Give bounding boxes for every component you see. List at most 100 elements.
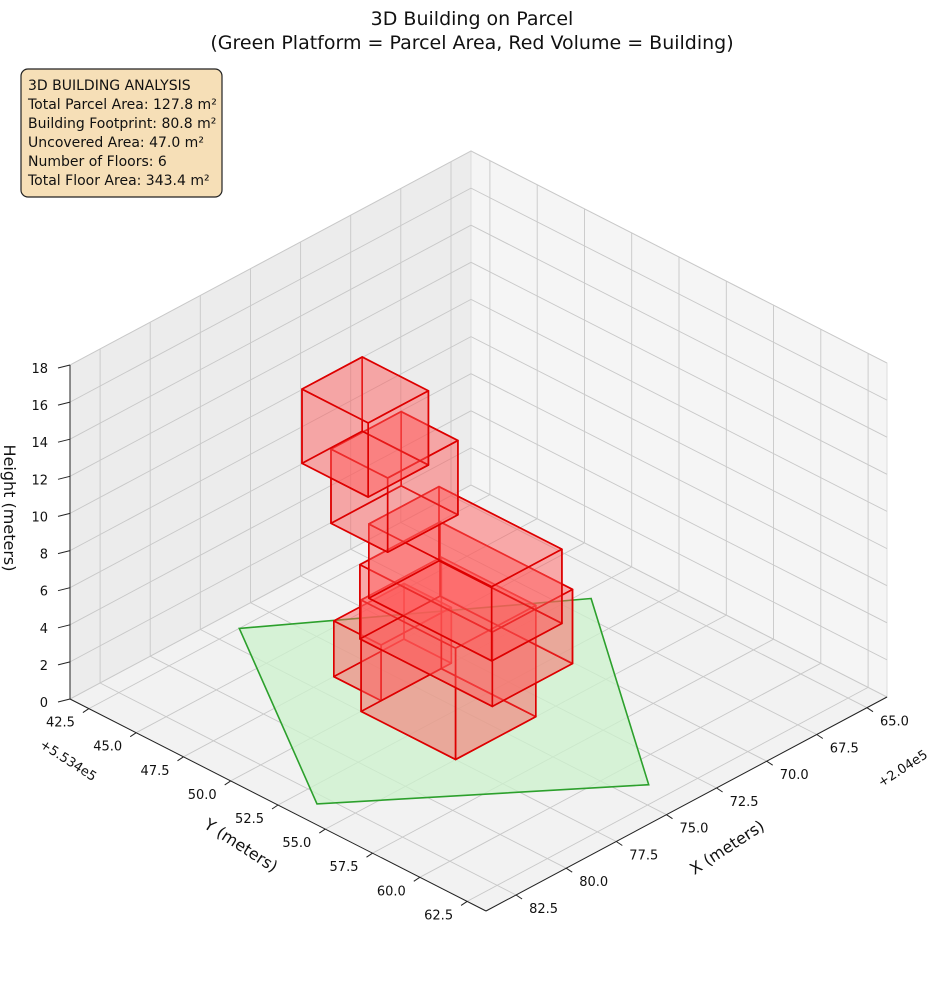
z-grid-line (69, 187, 472, 403)
info-box-line: Uncovered Area: 47.0 m² (28, 135, 204, 151)
x-tick-label: 67.5 (830, 742, 859, 757)
z-tick-label: 16 (31, 399, 48, 414)
z-grid-line (470, 447, 888, 661)
z-grid-line (69, 224, 472, 440)
z-tick-label: 8 (40, 548, 48, 563)
z-grid-line (470, 373, 888, 587)
building-face (359, 521, 574, 633)
info-box-line: Total Parcel Area: 127.8 m² (27, 97, 217, 113)
z-tick-mark (57, 698, 71, 703)
y-tick-label: 55.0 (282, 836, 311, 851)
info-box: 3D BUILDING ANALYSIS Total Parcel Area: … (20, 68, 223, 198)
z-grid-line (69, 410, 472, 626)
x-tick-label: 72.5 (730, 795, 759, 810)
z-tick-label: 4 (40, 622, 48, 637)
y-tick-mark (177, 756, 184, 762)
z-grid-line (470, 150, 888, 364)
z-tick-mark (57, 512, 71, 517)
y-grid-line (466, 687, 869, 902)
x-axis-line (485, 696, 888, 912)
x-tick-mark (716, 787, 723, 793)
z-grid-line (470, 298, 888, 512)
x-tick-label: 80.0 (579, 875, 608, 890)
z-tick-label: 0 (40, 696, 48, 711)
y-tick-label: 62.5 (424, 908, 453, 923)
y-tick-label: 45.0 (93, 740, 122, 755)
plot-shapes (238, 356, 650, 805)
z-grid-line (470, 224, 888, 438)
chart-title-line-1: 3D Building on Parcel (371, 8, 574, 30)
z-grid-line (470, 187, 888, 401)
x-tick-mark (766, 760, 773, 766)
x-tick-label: 65.0 (880, 715, 909, 730)
x-tick-mark (565, 867, 573, 873)
info-box-line: Number of Floors: 6 (28, 154, 167, 170)
x-tick-mark (515, 894, 523, 900)
chart-title-line-2: (Green Platform = Parcel Area, Red Volum… (210, 32, 733, 54)
info-box-line: Building Footprint: 80.8 m² (28, 116, 216, 132)
y-tick-mark (224, 780, 231, 786)
z-tick-label: 18 (31, 362, 48, 377)
x-tick-mark (816, 734, 824, 739)
y-tick-mark (82, 708, 90, 714)
x-tick-label: 82.5 (529, 902, 558, 917)
tick-labels: 65.0 67.5 70.0 72.5 75.0 77.5 80.0 82.5 42.5 45.0… (31, 362, 909, 923)
x-tick-label: 75.0 (680, 822, 709, 837)
z-grid-line (470, 410, 888, 624)
y-offset-label: +5.534e5 (37, 737, 99, 785)
z-grid-line (69, 336, 472, 551)
x-tick-mark (866, 707, 874, 713)
y-tick-label: 50.0 (188, 788, 217, 803)
z-grid-line (470, 484, 888, 698)
z-grid-line (69, 373, 472, 589)
y-tick-label: 42.5 (46, 716, 75, 731)
x-tick-label: 77.5 (629, 849, 658, 864)
z-tick-mark (57, 661, 71, 666)
y-tick-label: 60.0 (377, 884, 406, 899)
z-tick-label: 2 (40, 659, 48, 674)
building-block (359, 521, 574, 708)
z-tick-label: 10 (31, 510, 48, 525)
y-tick-mark (271, 804, 279, 810)
z-grid-line (69, 261, 472, 477)
x-tick-label: 70.0 (780, 768, 809, 783)
y-tick-mark (460, 900, 468, 906)
z-tick-mark (57, 364, 71, 369)
z-tick-label: 12 (31, 473, 48, 488)
z-grid-line (69, 150, 472, 366)
z-axis-label: Height (meters) (0, 445, 19, 572)
x-tick-mark (666, 814, 673, 820)
y-tick-label: 47.5 (141, 764, 170, 779)
building-block (367, 485, 563, 662)
info-box-title: 3D BUILDING ANALYSIS (28, 78, 191, 94)
z-grid-line (69, 447, 472, 663)
info-box-background (20, 68, 223, 198)
building-block (330, 410, 459, 554)
y-tick-mark (319, 828, 326, 834)
z-tick-mark (57, 401, 71, 406)
y-tick-mark (413, 876, 421, 882)
z-tick-mark (57, 475, 71, 480)
building-face (332, 582, 453, 646)
z-tick-mark (57, 438, 71, 443)
building-face (301, 356, 430, 424)
x-offset-label: +2.04e5 (875, 747, 930, 790)
y-tick-label: 57.5 (330, 860, 359, 875)
z-grid-line (470, 261, 888, 475)
z-grid-line (69, 484, 472, 700)
building-block (301, 356, 430, 498)
z-tick-mark (57, 624, 71, 629)
z-grid-line (470, 336, 888, 550)
y-tick-label: 52.5 (235, 812, 264, 827)
z-tick-mark (57, 550, 71, 555)
x-tick-mark (616, 841, 623, 846)
info-box-line: Total Floor Area: 343.4 m² (27, 173, 210, 189)
z-grid-line (69, 299, 472, 514)
z-tick-label: 14 (31, 436, 48, 451)
y-tick-mark (129, 732, 137, 738)
z-tick-mark (57, 587, 71, 592)
building-face (367, 485, 563, 588)
y-tick-mark (366, 852, 373, 858)
z-tick-label: 6 (40, 585, 48, 600)
